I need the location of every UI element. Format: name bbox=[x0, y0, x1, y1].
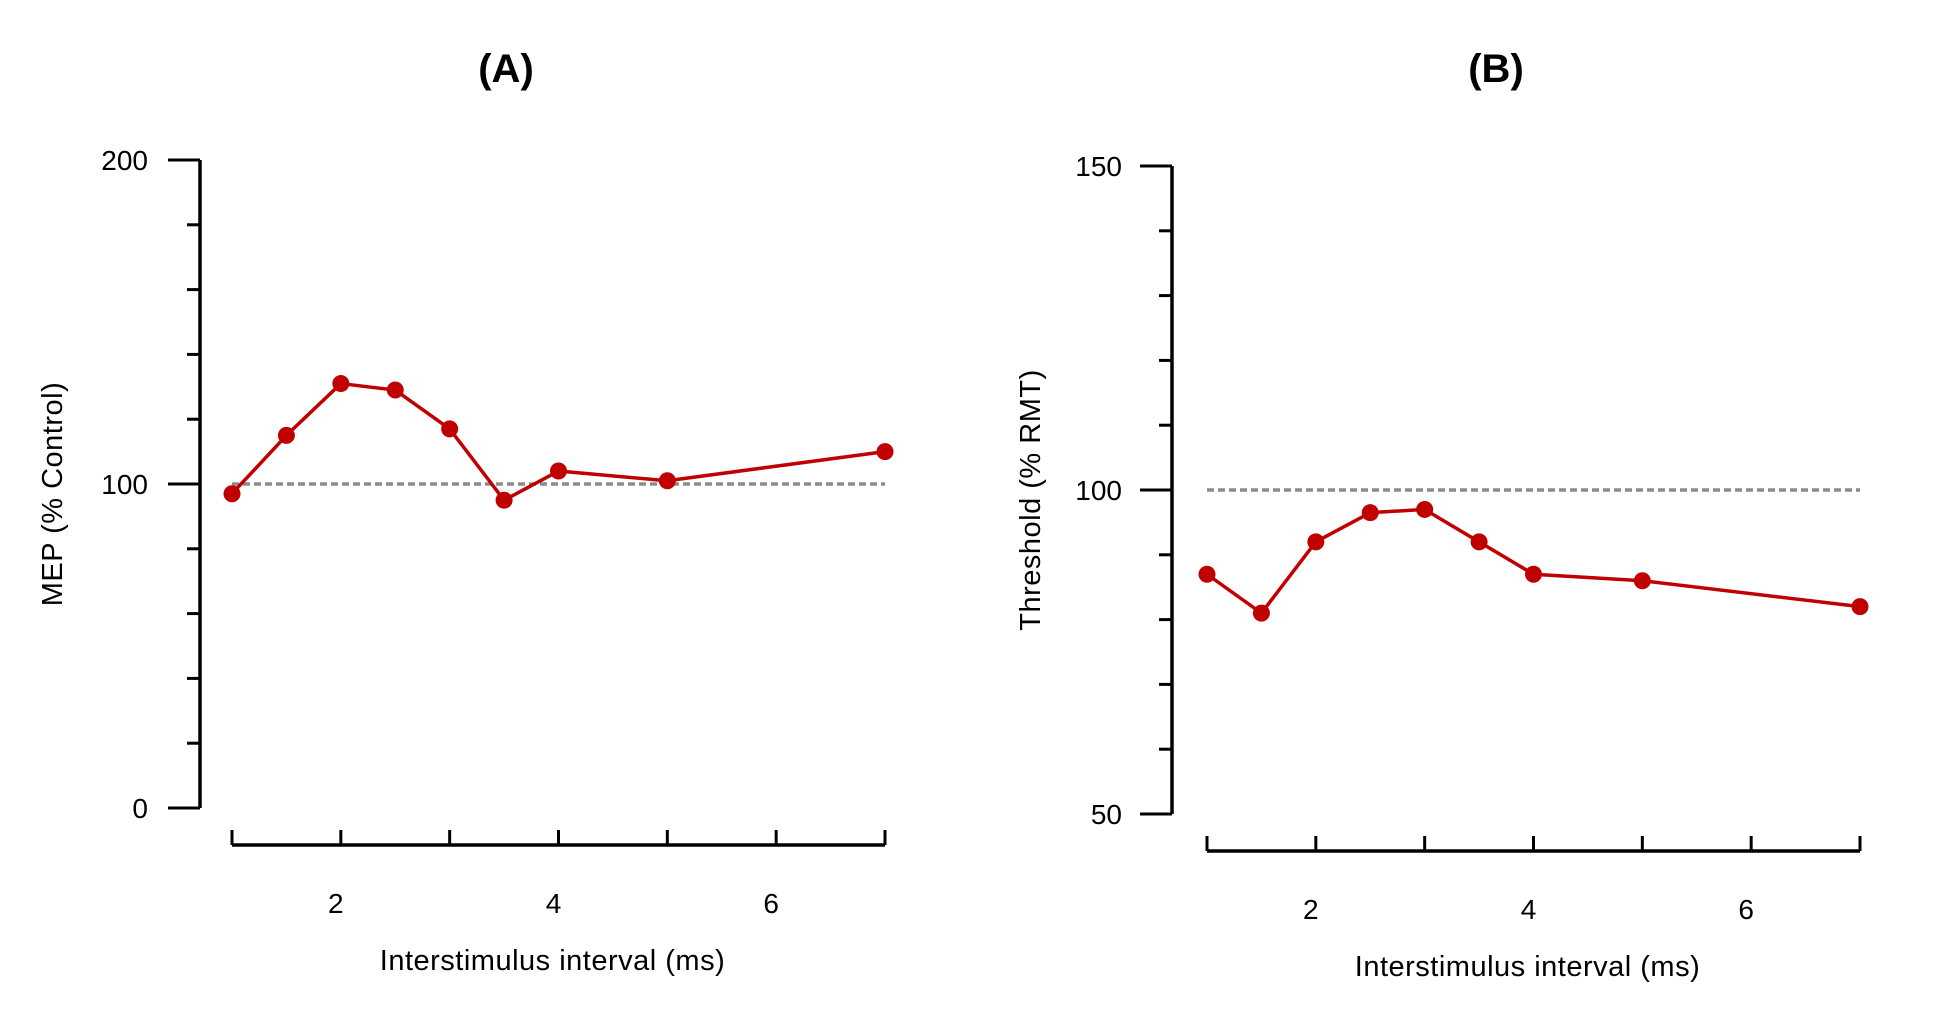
data-point bbox=[1252, 604, 1270, 622]
data-point bbox=[1198, 565, 1216, 583]
data-point bbox=[277, 426, 295, 444]
chart-panel-a: (A) 0 100 200 2 4 6 Interstimulus interval (ms)… bbox=[37, 47, 894, 977]
y-tick-label: 100 bbox=[1075, 475, 1122, 506]
data-point bbox=[1307, 533, 1325, 551]
data-point bbox=[1525, 565, 1542, 583]
series-line bbox=[1205, 507, 1861, 615]
data-point bbox=[332, 375, 350, 393]
data-point bbox=[441, 420, 459, 438]
x-axis-label: Interstimulus interval (ms) bbox=[1355, 951, 1700, 983]
x-tick-label: 4 bbox=[1521, 894, 1537, 925]
data-point bbox=[658, 472, 676, 490]
x-axis-label: Interstimulus interval (ms) bbox=[380, 945, 725, 977]
y-axis-label: MEP (% Control) bbox=[37, 382, 69, 607]
data-point bbox=[876, 443, 894, 461]
x-tick-label: 4 bbox=[546, 888, 562, 919]
y-tick-label: 50 bbox=[1091, 799, 1122, 830]
data-point bbox=[1361, 504, 1379, 522]
y-tick-label: 200 bbox=[101, 145, 148, 176]
y-tick-label: 100 bbox=[101, 469, 148, 500]
x-tick-label: 6 bbox=[763, 888, 779, 919]
data-point bbox=[1633, 572, 1651, 590]
x-tick-label: 2 bbox=[328, 888, 344, 919]
data-point bbox=[550, 462, 567, 480]
data-point bbox=[1851, 598, 1869, 616]
chart-title: (B) bbox=[1468, 47, 1524, 91]
chart-panel-b: (B) 50 100 150 2 4 6 Interstimulus interval (ms… bbox=[1015, 47, 1869, 983]
y-tick-label: 0 bbox=[132, 793, 148, 824]
x-tick-label: 2 bbox=[1303, 894, 1319, 925]
chart-title: (A) bbox=[478, 47, 534, 91]
data-point bbox=[386, 381, 404, 399]
data-point bbox=[1470, 533, 1488, 551]
y-axis-label: Threshold (% RMT) bbox=[1015, 369, 1047, 631]
y-tick-label: 150 bbox=[1075, 151, 1122, 182]
x-tick-label: 6 bbox=[1738, 894, 1754, 925]
data-point bbox=[1416, 500, 1434, 518]
data-point bbox=[495, 491, 513, 509]
data-point bbox=[223, 485, 241, 503]
